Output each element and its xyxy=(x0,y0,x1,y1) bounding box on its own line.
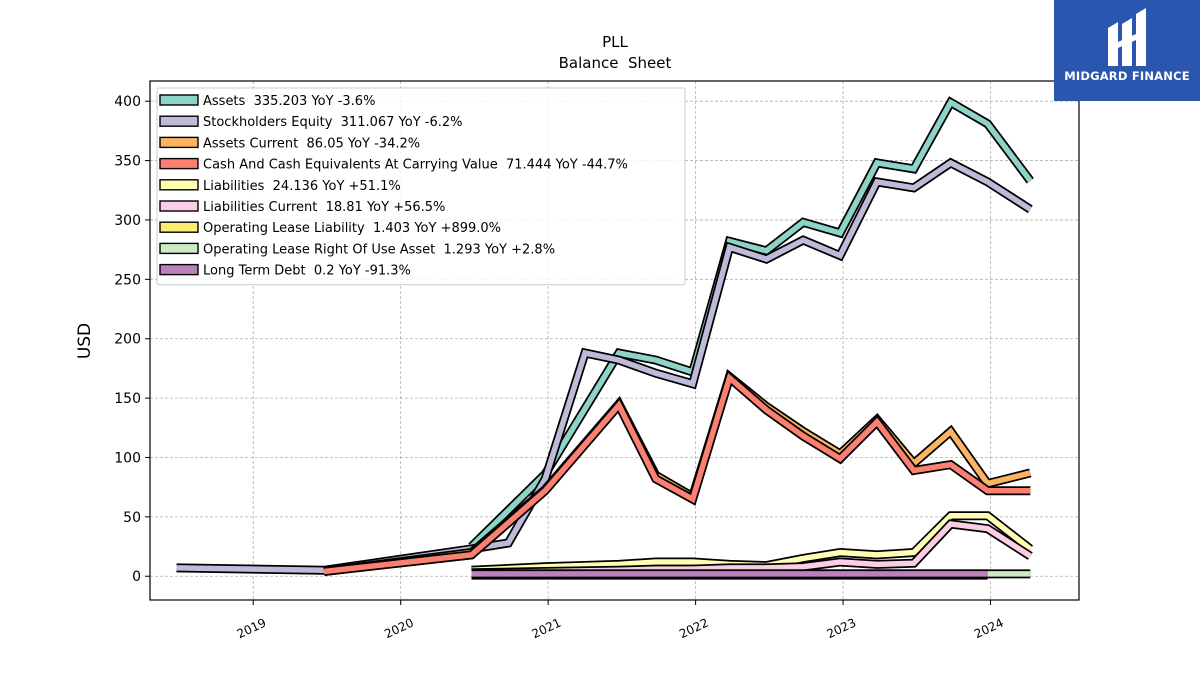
legend-label: Operating Lease Right Of Use Asset 1.293… xyxy=(203,242,555,257)
series-layer xyxy=(176,96,1034,580)
y-tick-label: 100 xyxy=(114,450,141,466)
legend-label: Assets 335.203 YoY -3.6% xyxy=(203,94,375,109)
series-3 xyxy=(323,369,1031,576)
logo-text: MIDGARD FINANCE xyxy=(1064,69,1190,83)
legend-label: Operating Lease Liability 1.403 YoY +899… xyxy=(203,221,501,236)
legend-label: Assets Current 86.05 YoY -34.2% xyxy=(203,136,420,151)
y-tick-label: 250 xyxy=(114,272,141,288)
series-line xyxy=(469,98,1033,549)
series-line xyxy=(176,159,1032,574)
legend-swatch xyxy=(159,263,199,276)
midgard-finance-logo: MIDGARD FINANCE xyxy=(1054,0,1200,101)
axis-ticks: 0 50 100 150 200 250 300 350 400 2019 2020 2021 2022… xyxy=(114,94,1005,641)
legend-swatch xyxy=(159,115,199,127)
x-tick-label: 2019 xyxy=(235,616,269,642)
legend-swatch xyxy=(159,200,199,212)
chart-title: PLL xyxy=(602,33,628,51)
y-tick-label: 200 xyxy=(114,332,141,348)
legend-label: Stockholders Equity 311.067 YoY -6.2% xyxy=(203,115,463,130)
legend-label: Long Term Debt 0.2 YoY -91.3% xyxy=(203,264,411,279)
chart-subtitle: Balance Sheet xyxy=(559,54,672,72)
legend: Assets 335.203 YoY -3.6% Stockholders Equ… xyxy=(156,87,686,286)
legend-box xyxy=(156,87,686,286)
series-line xyxy=(323,373,1031,575)
y-tick-label: 300 xyxy=(114,213,141,229)
series-line xyxy=(471,512,1032,574)
x-tick-label: 2020 xyxy=(382,616,416,642)
legend-swatch xyxy=(159,179,199,191)
y-tick-label: 350 xyxy=(114,154,141,170)
legend-swatch xyxy=(159,136,199,149)
legend-label: Liabilities Current 18.81 YoY +56.5% xyxy=(203,200,445,215)
legend-swatch xyxy=(159,242,199,255)
logo-mark-icon xyxy=(1108,8,1146,66)
series-0 xyxy=(468,96,1034,550)
x-tick-label: 2021 xyxy=(530,616,564,642)
legend-swatch xyxy=(159,157,199,170)
legend-label: Cash And Cash Equivalents At Carrying Va… xyxy=(203,158,628,173)
x-tick-label: 2024 xyxy=(972,616,1006,642)
series-4 xyxy=(471,511,1034,575)
plot-frame xyxy=(149,80,1080,601)
y-axis-label: USD xyxy=(75,323,95,359)
legend-swatch xyxy=(159,221,199,233)
y-tick-label: 0 xyxy=(132,569,141,585)
y-tick-label: 400 xyxy=(114,94,141,110)
legend-label: Liabilities 24.136 YoY +51.1% xyxy=(203,179,401,194)
y-tick-label: 150 xyxy=(114,391,141,407)
y-tick-label: 50 xyxy=(123,510,141,526)
series-1 xyxy=(176,157,1033,575)
x-tick-label: 2023 xyxy=(825,616,859,642)
legend-swatch xyxy=(159,94,199,106)
x-tick-label: 2022 xyxy=(677,616,711,642)
